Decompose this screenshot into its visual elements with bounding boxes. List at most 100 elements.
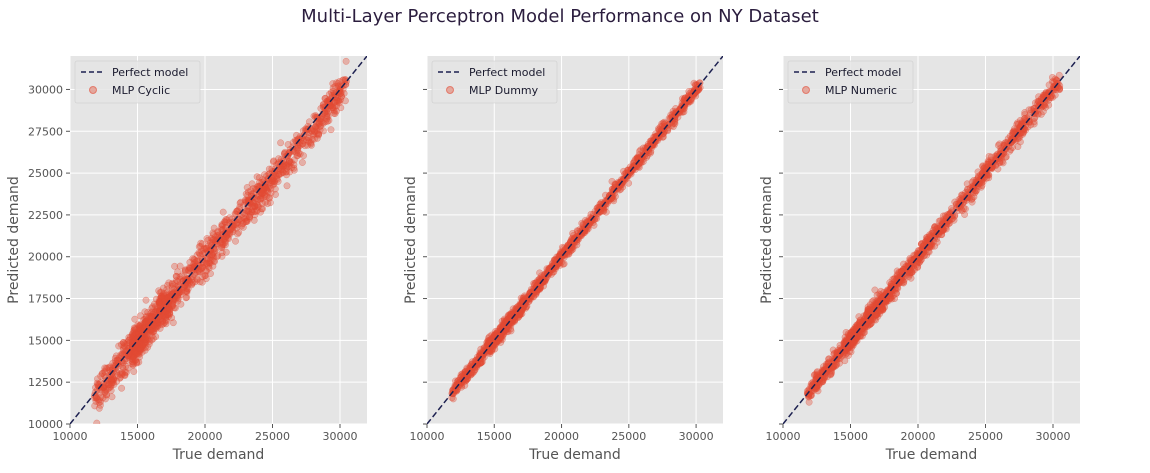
scatter-point	[156, 307, 164, 315]
scatter-point	[137, 346, 145, 354]
scatter-point	[335, 78, 343, 86]
scatter-point	[199, 250, 207, 257]
scatter-point	[821, 372, 829, 380]
y-tick-label: 15000	[28, 334, 63, 347]
scatter-point	[488, 347, 496, 355]
legend-label: Perfect model	[469, 66, 545, 79]
scatter-point	[602, 191, 609, 199]
scatter-point	[199, 273, 207, 281]
scatter-point	[101, 364, 109, 372]
scatter-point	[906, 256, 914, 264]
scatter-point	[157, 288, 165, 296]
scatter-point	[195, 249, 203, 257]
scatter-point	[599, 207, 606, 214]
legend-label: Perfect model	[825, 66, 901, 79]
scatter-point	[204, 236, 212, 244]
scatter-point	[196, 278, 204, 286]
scatter-point	[139, 342, 147, 350]
scatter-point	[463, 364, 471, 372]
scatter-point	[134, 321, 142, 329]
scatter-point	[135, 358, 143, 366]
legend-marker-swatch	[446, 86, 454, 94]
scatter-point	[248, 180, 256, 188]
scatter-point	[849, 327, 856, 335]
scatter-point	[263, 187, 271, 195]
scatter-point	[162, 320, 170, 328]
scatter-point	[484, 337, 492, 345]
scatter-point	[305, 134, 313, 142]
scatter-point	[342, 57, 350, 65]
scatter-point	[210, 253, 218, 261]
scatter-point	[889, 292, 897, 300]
scatter-point	[266, 199, 274, 207]
scatter-point	[134, 334, 142, 342]
scatter-point	[147, 327, 155, 335]
scatter-point	[218, 241, 226, 249]
x-tick-label: 25000	[611, 430, 646, 443]
scatter-point	[120, 342, 128, 350]
y-tick-label: 27500	[28, 125, 63, 138]
scatter-point	[148, 313, 156, 321]
scatter-point	[318, 119, 326, 127]
scatter-point	[95, 389, 103, 397]
scatter-point	[110, 381, 118, 388]
scatter-point	[292, 137, 300, 145]
scatter-point	[250, 216, 258, 224]
scatter-point	[272, 191, 279, 198]
scatter-point	[183, 288, 191, 296]
scatter-point	[158, 312, 166, 320]
scatter-point	[316, 123, 324, 130]
scatter-point	[104, 381, 112, 389]
scatter-point	[218, 252, 226, 260]
scatter-point	[253, 173, 261, 181]
legend-label: MLP Dummy	[469, 84, 539, 97]
panel-3: 10000 15000 20000 25000 30000 True demand Pred…	[759, 56, 1080, 463]
scatter-point	[933, 235, 940, 243]
scatter-point	[895, 268, 903, 276]
scatter-point	[130, 334, 138, 342]
scatter-point	[198, 278, 206, 286]
scatter-point	[264, 188, 272, 196]
scatter-point	[156, 301, 163, 309]
scatter-point	[239, 223, 247, 231]
scatter-point	[169, 319, 177, 327]
scatter-point	[813, 368, 821, 376]
legend-marker-swatch	[89, 86, 97, 94]
scatter-point	[330, 109, 338, 117]
gridlines	[69, 56, 367, 425]
scatter-point	[157, 319, 164, 327]
x-tick-label: 10000	[766, 430, 801, 443]
scatter-point	[1029, 105, 1037, 113]
x-axis-label: True demand	[172, 447, 265, 463]
scatter-point	[331, 83, 339, 90]
scatter-point	[186, 258, 194, 266]
figure-title: Multi-Layer Perceptron Model Performance…	[301, 6, 819, 27]
scatter-point	[252, 208, 260, 216]
scatter-point	[143, 318, 151, 325]
y-tick-label: 22500	[28, 209, 63, 222]
x-tick-label: 25000	[968, 430, 1003, 443]
scatter-point	[93, 419, 101, 424]
scatter-point	[245, 208, 253, 216]
scatter-point	[97, 379, 105, 387]
scatter-point	[132, 348, 140, 356]
scatter-point	[172, 272, 180, 280]
y-axis-label: Predicted demand	[403, 176, 419, 304]
legend-label: MLP Numeric	[825, 84, 897, 97]
scatter-point	[102, 395, 109, 403]
scatter-point	[228, 221, 236, 229]
scatter-point	[277, 139, 285, 147]
scatter-point	[181, 267, 189, 274]
scatter-point	[214, 227, 222, 235]
scatter-point	[293, 131, 300, 139]
scatter-point	[118, 384, 126, 392]
scatter-point	[119, 346, 127, 354]
scatter-point	[299, 137, 307, 145]
scatter-point	[283, 171, 290, 179]
scatter-point	[855, 313, 863, 321]
scatter-points	[90, 57, 350, 424]
scatter-point	[124, 364, 132, 372]
scatter-points	[448, 79, 704, 403]
scatter-point	[95, 396, 103, 404]
